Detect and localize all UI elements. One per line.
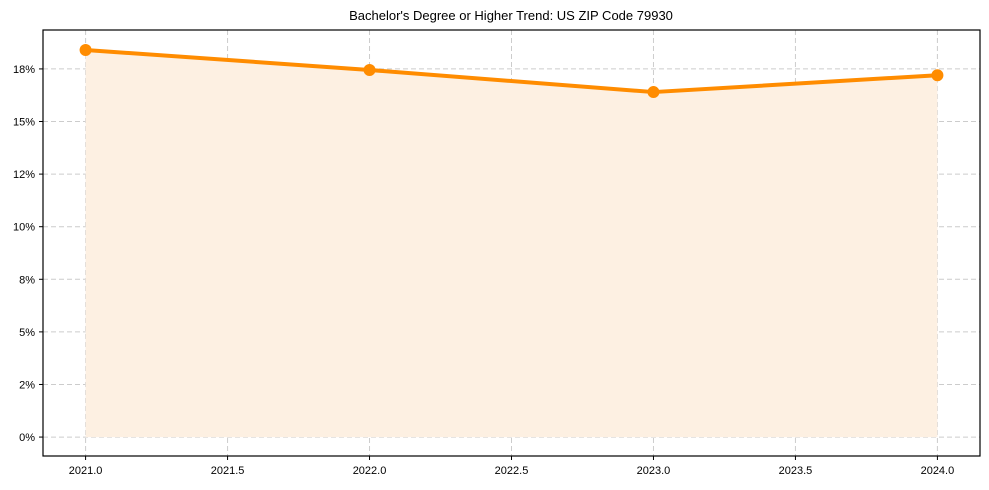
y-tick-label: 8% [19, 274, 35, 286]
x-axis-ticks: 2021.0 2021.5 2022.0 2022.5 2023.0 2023.5 2024… [69, 456, 954, 477]
area-fill [85, 49, 938, 438]
data-point-marker [931, 69, 944, 82]
y-tick-label: 18% [13, 64, 35, 76]
x-tick-label: 2023.0 [637, 465, 671, 477]
x-tick-label: 2022.5 [495, 465, 529, 477]
data-point-marker [79, 43, 92, 56]
y-tick-label: 0% [19, 432, 35, 444]
data-line [83, 47, 940, 95]
x-tick-label: 2021.0 [69, 465, 103, 477]
y-tick-label: 2% [19, 379, 35, 391]
x-tick-label: 2021.5 [211, 465, 245, 477]
x-tick-label: 2023.5 [779, 465, 813, 477]
y-tick-label: 12% [13, 169, 35, 181]
data-point-marker [647, 86, 660, 99]
y-tick-label: 15% [13, 117, 35, 129]
x-tick-label: 2022.0 [353, 465, 387, 477]
chart-title: Bachelor's Degree or Higher Trend: US ZI… [349, 8, 673, 23]
data-point-marker [363, 63, 376, 76]
y-tick-label: 10% [13, 222, 35, 234]
data-markers [79, 43, 944, 99]
y-tick-label: 5% [19, 327, 35, 339]
y-axis-ticks: 0% 2% 5% 8% 10% 12% 15% 18% [13, 64, 43, 444]
x-tick-label: 2024.0 [921, 465, 955, 477]
